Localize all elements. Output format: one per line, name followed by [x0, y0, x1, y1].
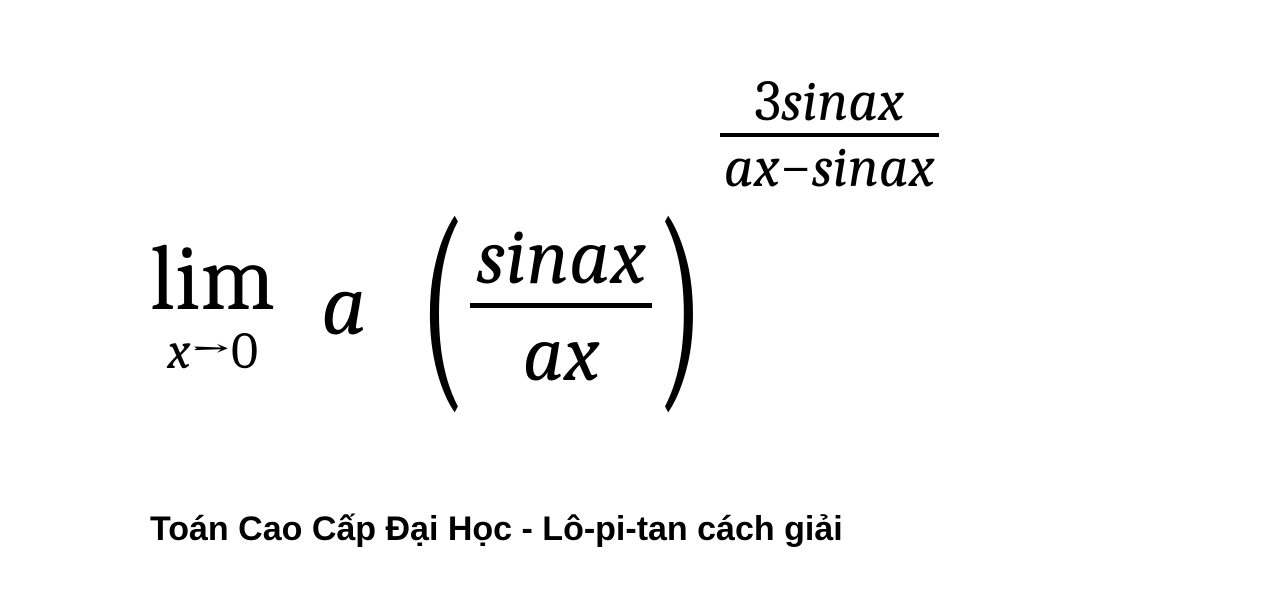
exp-num-coeff: 3 — [754, 68, 781, 135]
limit-operator: lim x→0 — [150, 233, 275, 377]
base-group: ( sinax ax ) — [399, 211, 724, 400]
exp-den-right: sinax — [812, 134, 935, 201]
base-numerator: sinax — [470, 211, 652, 303]
lim-subscript: x→0 — [167, 325, 258, 377]
left-paren: ( — [418, 215, 466, 394]
exponent-numerator: 3sinax — [750, 71, 908, 133]
exp-den-minus: − — [780, 134, 812, 201]
base-fraction: sinax ax — [470, 211, 652, 400]
exp-num-rest: sinax — [781, 68, 904, 135]
lim-arrow: → — [190, 321, 231, 381]
lim-target: 0 — [231, 321, 258, 381]
coefficient-a: a — [321, 255, 366, 356]
exp-den-left: ax — [724, 134, 780, 201]
caption-text: Toán Cao Cấp Đại Học - Lô-pi-tan cách gi… — [150, 510, 843, 549]
formula-area: lim x→0 a ( sinax ax ) 3sinax ax−sinax — [150, 80, 939, 440]
exponent-denominator: ax−sinax — [720, 137, 939, 199]
base-denominator: ax — [517, 308, 606, 400]
exponent-fraction: 3sinax ax−sinax — [720, 71, 939, 199]
lim-variable: x — [167, 321, 190, 381]
right-paren: ) — [656, 215, 704, 394]
lim-word: lim — [150, 233, 275, 325]
